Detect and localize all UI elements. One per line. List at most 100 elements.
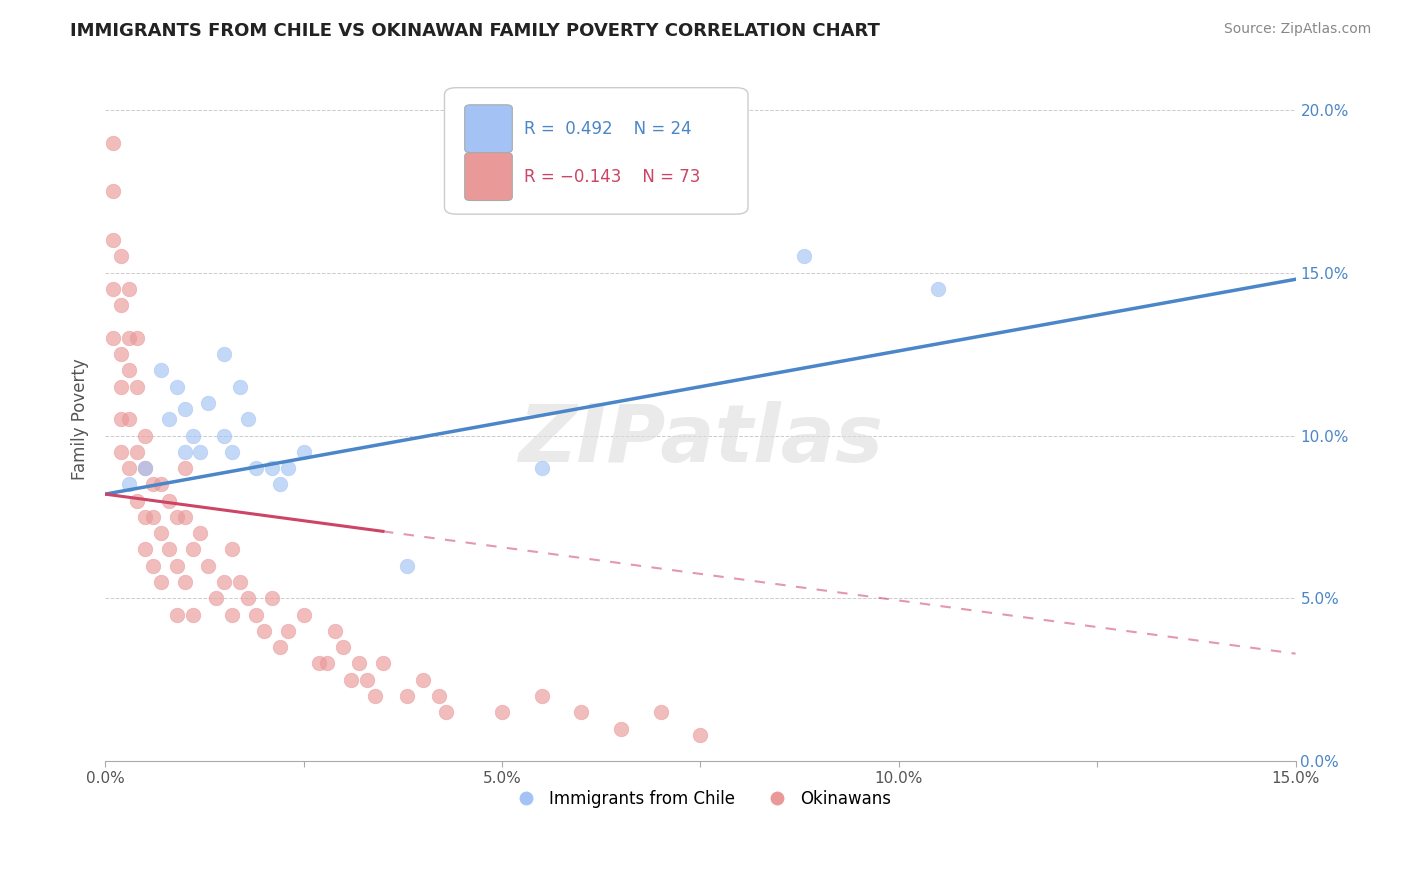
Point — [689, 728, 711, 742]
Point — [197, 558, 219, 573]
Point — [277, 624, 299, 638]
Y-axis label: Family Poverty: Family Poverty — [72, 359, 89, 480]
Point — [793, 250, 815, 264]
FancyBboxPatch shape — [465, 104, 512, 153]
Point — [149, 363, 172, 377]
Point — [190, 526, 212, 541]
Point — [149, 477, 172, 491]
Point — [325, 624, 347, 638]
FancyBboxPatch shape — [444, 87, 748, 214]
Point — [118, 363, 141, 377]
Point — [149, 526, 172, 541]
Point — [221, 607, 243, 622]
Point — [173, 445, 195, 459]
Text: ZIPatlas: ZIPatlas — [517, 401, 883, 479]
Point — [221, 445, 243, 459]
Point — [229, 574, 252, 589]
Point — [142, 477, 165, 491]
Point — [101, 185, 124, 199]
Point — [236, 591, 259, 606]
Point — [269, 640, 291, 654]
Text: Source: ZipAtlas.com: Source: ZipAtlas.com — [1223, 22, 1371, 37]
Legend: Immigrants from Chile, Okinawans: Immigrants from Chile, Okinawans — [503, 783, 898, 814]
Point — [125, 380, 148, 394]
Point — [110, 250, 132, 264]
Point — [101, 331, 124, 345]
Point — [650, 705, 672, 719]
Point — [118, 331, 141, 345]
Point — [927, 282, 949, 296]
Point — [125, 331, 148, 345]
Point — [118, 282, 141, 296]
Point — [173, 574, 195, 589]
Point — [101, 233, 124, 247]
Point — [134, 461, 156, 475]
Point — [292, 445, 315, 459]
Point — [157, 542, 180, 557]
Point — [101, 282, 124, 296]
Point — [166, 380, 188, 394]
Point — [134, 461, 156, 475]
Point — [118, 477, 141, 491]
Point — [166, 510, 188, 524]
Point — [260, 461, 283, 475]
Point — [236, 412, 259, 426]
Point — [134, 542, 156, 557]
Point — [340, 673, 363, 687]
Text: IMMIGRANTS FROM CHILE VS OKINAWAN FAMILY POVERTY CORRELATION CHART: IMMIGRANTS FROM CHILE VS OKINAWAN FAMILY… — [70, 22, 880, 40]
Point — [491, 705, 513, 719]
Point — [101, 136, 124, 150]
Point — [197, 396, 219, 410]
Point — [205, 591, 228, 606]
Point — [427, 689, 450, 703]
Point — [269, 477, 291, 491]
Point — [181, 607, 204, 622]
Point — [395, 689, 418, 703]
Point — [118, 461, 141, 475]
Point — [347, 657, 370, 671]
Point — [125, 445, 148, 459]
Point — [110, 298, 132, 312]
Point — [412, 673, 434, 687]
Point — [229, 380, 252, 394]
Point — [569, 705, 592, 719]
Point — [610, 722, 633, 736]
Point — [134, 428, 156, 442]
Point — [181, 542, 204, 557]
Point — [110, 412, 132, 426]
Point — [245, 461, 267, 475]
Point — [118, 412, 141, 426]
Point — [173, 402, 195, 417]
Point — [277, 461, 299, 475]
Point — [173, 461, 195, 475]
Point — [212, 428, 235, 442]
FancyBboxPatch shape — [465, 153, 512, 201]
Point — [530, 689, 553, 703]
Point — [253, 624, 276, 638]
Point — [364, 689, 387, 703]
Point — [356, 673, 378, 687]
Point — [142, 558, 165, 573]
Point — [371, 657, 394, 671]
Text: R = −0.143    N = 73: R = −0.143 N = 73 — [524, 168, 700, 186]
Point — [125, 493, 148, 508]
Point — [245, 607, 267, 622]
Point — [166, 558, 188, 573]
Point — [149, 574, 172, 589]
Point — [332, 640, 354, 654]
Point — [436, 705, 458, 719]
Point — [308, 657, 330, 671]
Point — [134, 510, 156, 524]
Point — [530, 461, 553, 475]
Point — [110, 445, 132, 459]
Point — [190, 445, 212, 459]
Point — [166, 607, 188, 622]
Point — [181, 428, 204, 442]
Point — [157, 493, 180, 508]
Point — [157, 412, 180, 426]
Point — [292, 607, 315, 622]
Point — [260, 591, 283, 606]
Point — [142, 510, 165, 524]
Point — [110, 347, 132, 361]
Point — [212, 347, 235, 361]
